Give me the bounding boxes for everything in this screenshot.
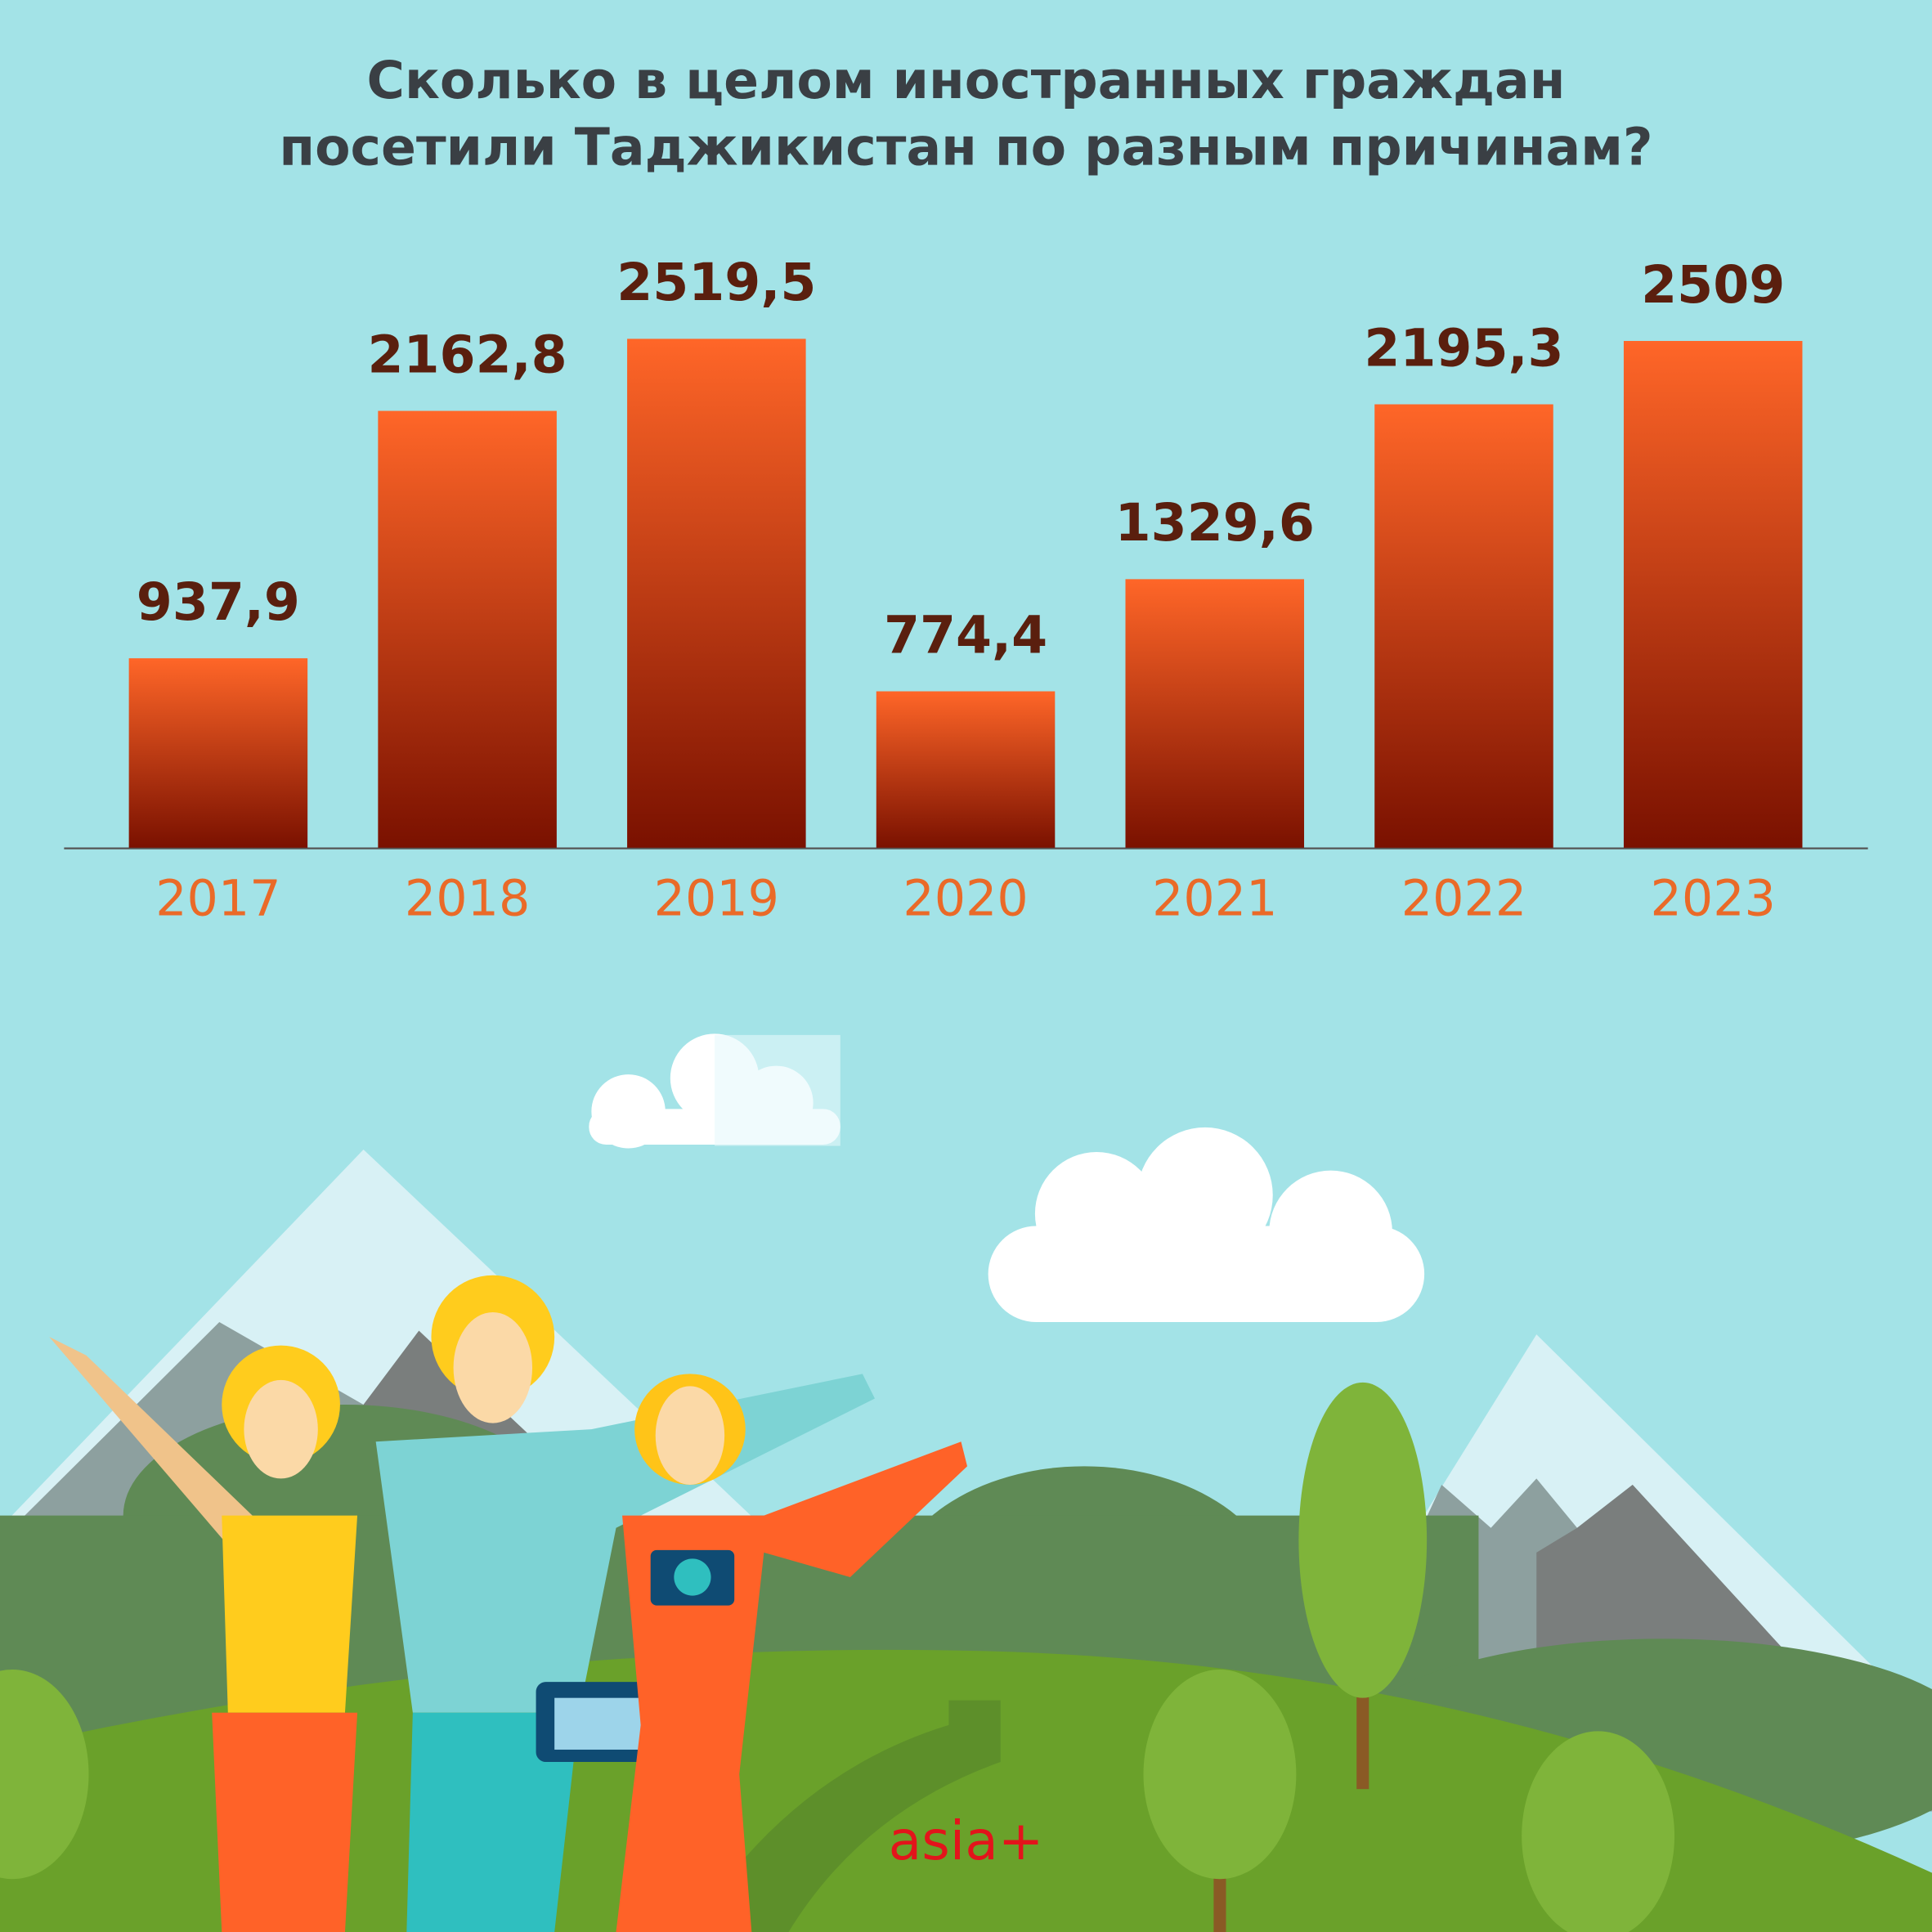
title-line: посетили Таджикистан по разным причинам? [279,116,1652,177]
value-label: 2509 [1641,254,1785,315]
illustration [0,1033,1932,1932]
bars: 2017 937,9 2018 2162,8 2019 2519,5 2020 774,4 20… [128,252,1803,928]
x-tick-label: 2018 [405,871,530,928]
bar [876,691,1056,848]
bar [627,338,806,848]
value-label: 1329,6 [1115,492,1315,553]
logo: asia+ [889,1809,1044,1872]
bar [1623,341,1803,848]
x-tick-label: 2022 [1401,871,1526,928]
value-label: 2162,8 [368,324,567,384]
value-label: 937,9 [137,572,300,632]
x-tick-label: 2020 [903,871,1028,928]
x-tick-label: 2019 [654,871,779,928]
value-label: 2519,5 [616,252,816,312]
x-tick-label: 2021 [1152,871,1277,928]
value-label: 2195,3 [1364,317,1563,378]
bar [1374,404,1553,848]
x-tick-label: 2017 [155,871,280,928]
title: Сколько в целом иностранных граждан посе… [279,50,1652,177]
bar [1125,579,1305,848]
value-label: 774,4 [884,604,1047,665]
bar [128,658,308,848]
x-tick-label: 2023 [1651,871,1776,928]
bar [378,410,557,848]
title-line: Сколько в целом иностранных граждан [367,50,1566,110]
